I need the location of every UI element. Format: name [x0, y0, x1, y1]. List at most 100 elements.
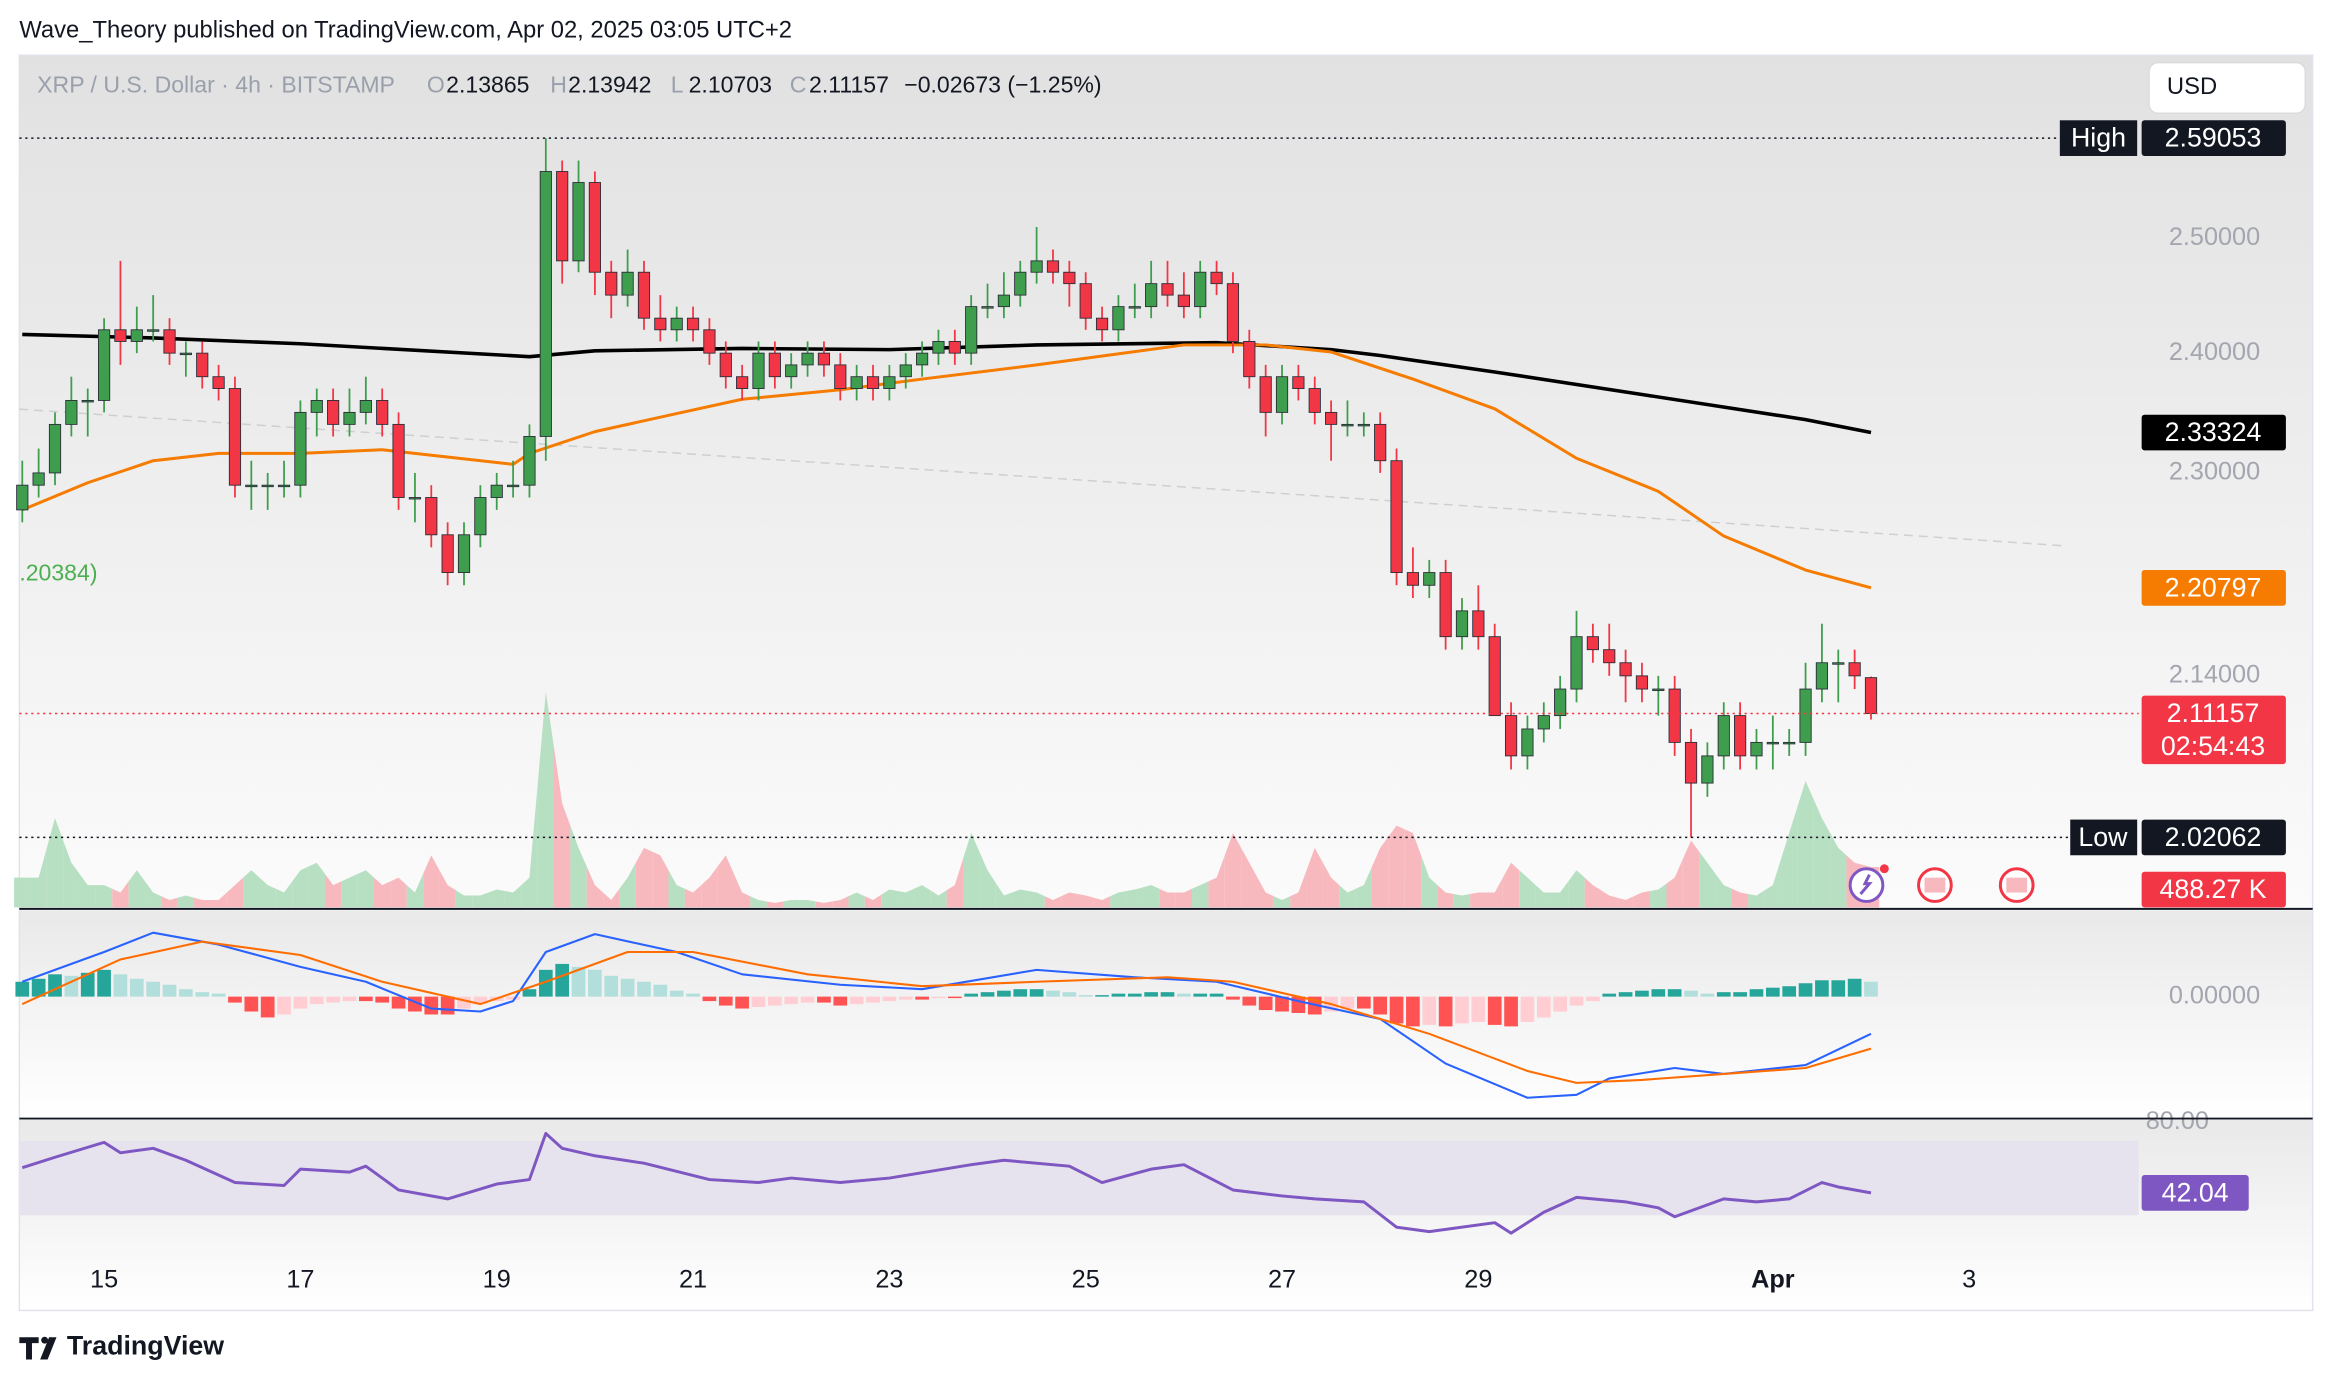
macd-histogram-bar	[1455, 996, 1469, 1024]
macd-histogram-bar	[1438, 996, 1453, 1027]
macd-histogram-bar	[555, 963, 570, 997]
volume-area	[864, 894, 882, 908]
candle-body	[850, 376, 863, 389]
macd-histogram-bar	[849, 996, 864, 1005]
flag-icon	[2006, 877, 2028, 893]
events-icon-bolt	[1859, 874, 1873, 895]
macd-histogram-bar	[637, 981, 651, 997]
volume-area	[1666, 859, 1683, 908]
macd-histogram-bar	[146, 981, 161, 997]
candle-body	[1848, 662, 1861, 677]
price-value: 2.11157	[2167, 698, 2260, 728]
macd-histogram-bar	[326, 996, 340, 1003]
y-tick-label: 2.14000	[2169, 661, 2260, 689]
volume-area	[1682, 840, 1700, 908]
volume-area	[194, 897, 211, 908]
macd-histogram-bar	[162, 984, 177, 997]
macd-histogram-bar	[473, 996, 488, 1005]
candle-body	[114, 329, 127, 342]
macd-histogram-bar	[113, 974, 128, 997]
high-value-box	[2141, 120, 2286, 156]
logo-mark	[19, 1337, 39, 1360]
candle-body	[343, 411, 356, 425]
x-tick-label: Apr	[1751, 1265, 1795, 1293]
macd-histogram-bar	[48, 974, 62, 997]
candle-body	[932, 340, 945, 354]
candle-body	[1357, 423, 1370, 427]
volume-area	[112, 881, 129, 908]
candle-body	[1652, 688, 1665, 691]
macd-histogram-bar	[980, 992, 995, 997]
currency-button-label[interactable]: USD	[2167, 73, 2217, 100]
change-label: −0.02673 (−1.25%)	[904, 72, 1101, 98]
moving-average-value: 2.20797	[2165, 572, 2262, 602]
macd-histogram-bar	[898, 996, 913, 1000]
candle-body	[1406, 572, 1420, 586]
volume-value: 488.27 K	[2159, 874, 2266, 904]
candle-body	[179, 352, 192, 356]
candle-body	[261, 484, 274, 488]
low-value: 2.02062	[2165, 822, 2262, 852]
volume-area	[1159, 888, 1176, 908]
macd-histogram-bar	[1144, 992, 1158, 997]
candle-body	[686, 317, 700, 331]
events-icon-dot	[1879, 864, 1889, 874]
volume-area	[1519, 870, 1536, 908]
volume-area	[439, 870, 456, 908]
candle-body	[1063, 271, 1076, 285]
volume-area	[357, 870, 375, 908]
candle-body	[621, 271, 634, 296]
macd-histogram-bar	[1716, 992, 1731, 997]
volume-area	[553, 747, 571, 908]
rsi-value: 42.04	[2162, 1177, 2229, 1207]
volume-area	[930, 890, 947, 908]
macd-histogram-bar	[1127, 993, 1142, 997]
macd-histogram-bar	[915, 996, 929, 1000]
macd-histogram-bar	[1536, 996, 1551, 1018]
candle-layer	[16, 138, 1878, 838]
candle-body	[1635, 675, 1649, 690]
rsi-line	[21, 1131, 1872, 1235]
volume-area	[1502, 862, 1520, 908]
volume-area	[1061, 892, 1078, 908]
macd-histogram-bar	[653, 984, 668, 997]
macd-histogram-bar	[1782, 986, 1797, 997]
volume-area	[1633, 891, 1651, 908]
currency-button[interactable]	[2148, 61, 2306, 114]
macd-histogram-bar	[866, 996, 880, 1003]
macd-histogram-bar	[1258, 996, 1273, 1011]
volume-area	[226, 877, 244, 908]
volume-area	[1110, 891, 1127, 908]
macd-histogram-bar	[751, 996, 766, 1008]
x-tick-label: 21	[679, 1265, 707, 1293]
macd-histogram-bar	[293, 996, 308, 1009]
macd-histogram-bar	[1864, 981, 1878, 997]
macd-histogram-bar	[1586, 996, 1600, 1002]
volume-area	[635, 847, 653, 908]
candle-body	[457, 534, 471, 574]
ohlc-letter: H	[550, 72, 567, 98]
volume-area	[1568, 870, 1585, 908]
low-value: 2.10703	[689, 72, 772, 98]
macd-histogram-bar	[342, 996, 357, 1002]
volume-area	[488, 889, 505, 908]
candle-body	[1439, 572, 1452, 638]
candle-body	[736, 376, 749, 389]
candle-body	[916, 352, 929, 366]
volume-area	[766, 901, 784, 908]
rsi-value-box	[2141, 1175, 2249, 1211]
candle-body	[768, 352, 781, 378]
candle-body	[359, 400, 372, 413]
volume-area	[1584, 877, 1602, 908]
candle-body	[523, 436, 536, 486]
macd-histogram-bar	[1160, 992, 1175, 997]
candle-body	[147, 329, 160, 332]
logo-mark	[40, 1337, 57, 1360]
volume-area	[1388, 825, 1405, 908]
macd-histogram-bar	[1356, 996, 1371, 1009]
ohlc-letter: C	[790, 72, 807, 98]
macd-histogram-bar	[735, 996, 749, 1009]
volume-area	[1551, 881, 1569, 908]
macd-histogram-bar	[179, 989, 193, 997]
